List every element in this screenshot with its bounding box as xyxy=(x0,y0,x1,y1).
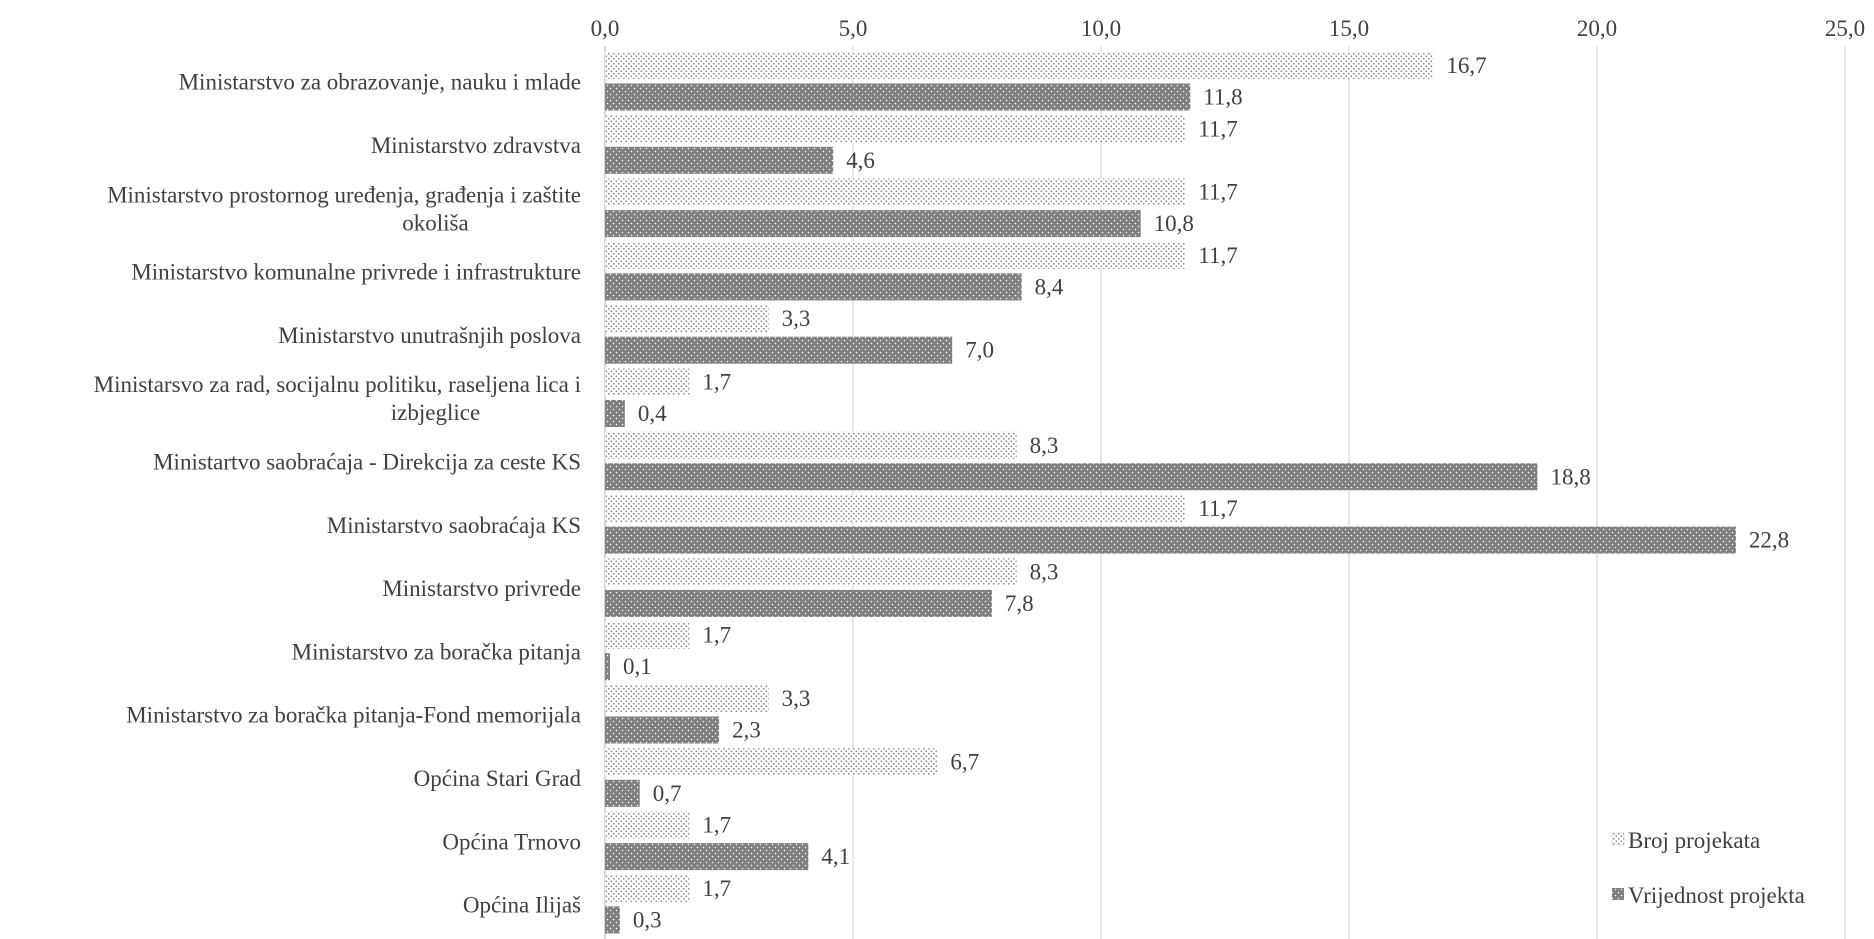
bar-broj-projekata xyxy=(605,811,690,839)
category-label: Ministarstvo zdravstva xyxy=(371,133,581,158)
data-label: 3,3 xyxy=(782,686,811,711)
category-label: Općina Stari Grad xyxy=(414,766,582,791)
data-label: 2,3 xyxy=(732,718,761,743)
bar-vrijednost-projekta xyxy=(605,653,610,681)
legend-swatch-vrijednost-projekta xyxy=(1612,888,1624,900)
bar-broj-projekata xyxy=(605,748,938,776)
category-label: Ministartvo saobraćaja - Direkcija za ce… xyxy=(153,449,581,474)
data-label: 11,7 xyxy=(1198,243,1237,268)
legend: Broj projekata Vrijednost projekta xyxy=(1611,828,1805,908)
data-label: 22,8 xyxy=(1749,528,1789,553)
data-label: 4,6 xyxy=(846,148,875,173)
bar-broj-projekata xyxy=(605,241,1186,269)
category-label: Ministarstvo komunalne privrede i infras… xyxy=(131,260,581,285)
bar-broj-projekata xyxy=(605,621,690,649)
data-label: 8,3 xyxy=(1030,433,1059,458)
bar-vrijednost-projekta xyxy=(605,779,640,807)
bar-vrijednost-projekta xyxy=(605,463,1538,491)
bar-vrijednost-projekta xyxy=(605,716,720,744)
data-label: 0,7 xyxy=(653,781,682,806)
data-label: 0,3 xyxy=(633,907,662,932)
category-label: Ministarstvo privrede xyxy=(382,576,581,601)
data-label: 6,7 xyxy=(950,749,979,774)
data-label: 11,8 xyxy=(1203,85,1242,110)
x-tick-label: 15,0 xyxy=(1329,16,1369,41)
bar-broj-projekata xyxy=(605,431,1017,459)
bar-vrijednost-projekta xyxy=(605,210,1141,238)
x-tick-label: 20,0 xyxy=(1577,16,1617,41)
data-label: 1,7 xyxy=(702,876,731,901)
category-label: Općina Trnovo xyxy=(442,829,581,854)
data-label: 0,1 xyxy=(623,654,652,679)
legend-label: Broj projekata xyxy=(1628,828,1760,853)
data-label: 18,8 xyxy=(1550,464,1590,489)
category-label: Ministarstvo za obrazovanje, nauku i mla… xyxy=(179,70,581,95)
bar-broj-projekata xyxy=(605,874,690,902)
legend-label: Vrijednost projekta xyxy=(1628,883,1805,908)
data-label: 7,0 xyxy=(965,338,994,363)
legend-swatch-broj-projekata xyxy=(1611,832,1625,846)
category-label: Ministarstvo prostornog uređenja, građen… xyxy=(107,182,581,207)
category-label: okoliša xyxy=(402,210,468,235)
category-label: Ministarstvo saobraćaja KS xyxy=(327,513,581,538)
x-tick-label: 25,0 xyxy=(1825,16,1865,41)
bar-broj-projekata xyxy=(605,178,1186,206)
bar-broj-projekata xyxy=(605,52,1434,79)
category-labels: Ministarstvo za obrazovanje, nauku i mla… xyxy=(94,70,582,918)
bar-vrijednost-projekta xyxy=(605,843,809,871)
bar-vrijednost-projekta xyxy=(605,400,625,427)
bar-vrijednost-projekta xyxy=(605,336,953,364)
data-label: 8,4 xyxy=(1035,274,1064,299)
bar-broj-projekata xyxy=(605,495,1186,523)
x-tick-label: 0,0 xyxy=(591,16,620,41)
data-label: 11,7 xyxy=(1198,180,1237,205)
data-label: 7,8 xyxy=(1005,591,1034,616)
data-label: 1,7 xyxy=(702,370,731,395)
category-label: izbjeglice xyxy=(391,400,480,425)
category-label: Općina Ilijaš xyxy=(463,893,581,918)
category-label: Ministarstvo za boračka pitanja xyxy=(292,639,581,664)
category-label: Ministarstvo unutrašnjih poslova xyxy=(278,323,581,348)
bar-broj-projekata xyxy=(605,558,1017,586)
data-label: 4,1 xyxy=(821,844,850,869)
bar-broj-projekata xyxy=(605,368,690,396)
data-label: 0,4 xyxy=(638,401,667,426)
data-label: 1,7 xyxy=(702,623,731,648)
data-label: 10,8 xyxy=(1154,211,1194,236)
bars: 16,711,811,74,611,710,811,78,43,37,01,70… xyxy=(605,52,1789,934)
x-tick-label: 10,0 xyxy=(1081,16,1121,41)
data-label: 1,7 xyxy=(702,813,731,838)
x-tick-label: 5,0 xyxy=(839,16,868,41)
data-label: 11,7 xyxy=(1198,496,1237,521)
bar-vrijednost-projekta xyxy=(605,906,620,934)
category-label: Ministarstvo za boračka pitanja-Fond mem… xyxy=(126,703,581,728)
bar-vrijednost-projekta xyxy=(605,146,834,174)
bar-vrijednost-projekta xyxy=(605,83,1191,111)
data-label: 3,3 xyxy=(782,306,811,331)
bar-broj-projekata xyxy=(605,305,769,333)
data-label: 11,7 xyxy=(1198,116,1237,141)
bar-vrijednost-projekta xyxy=(605,526,1736,554)
bar-vrijednost-projekta xyxy=(605,273,1022,301)
bar-vrijednost-projekta xyxy=(605,589,992,617)
bar-broj-projekata xyxy=(605,115,1186,143)
data-label: 16,7 xyxy=(1446,53,1486,78)
x-axis: 0,0 5,0 10,0 15,0 20,0 25,0 xyxy=(591,16,1866,41)
bar-broj-projekata xyxy=(605,685,769,712)
category-label: Ministarsvo za rad, socijalnu politiku, … xyxy=(94,372,581,397)
data-label: 8,3 xyxy=(1030,559,1059,584)
